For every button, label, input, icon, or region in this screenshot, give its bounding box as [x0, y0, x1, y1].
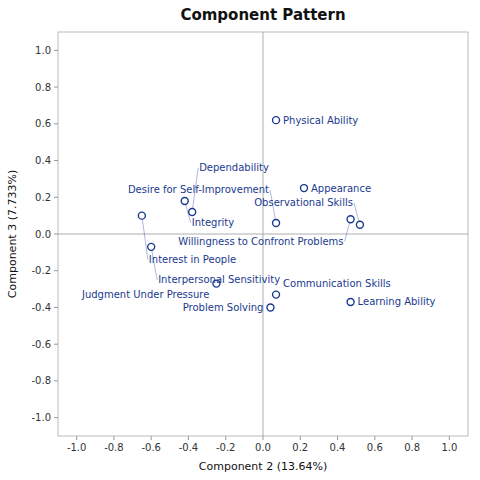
x-tick-label: -0.2 [216, 442, 236, 453]
y-tick-label: 0.6 [35, 118, 51, 129]
y-tick-label: 0.2 [35, 192, 51, 203]
point [138, 212, 145, 219]
x-tick [76, 436, 77, 440]
plot-frame [58, 32, 468, 436]
x-tick [374, 436, 375, 440]
x-tick-label: 0.2 [292, 442, 308, 453]
x-tick-label: 0.8 [404, 442, 420, 453]
x-tick [337, 436, 338, 440]
point-label: Interest in People [149, 254, 236, 265]
y-tick-label: -0.6 [31, 339, 51, 350]
point [189, 208, 196, 215]
point-label: Willingness to Confront Problems [178, 236, 343, 247]
point-label: Appearance [311, 183, 371, 194]
reference-line [263, 32, 264, 436]
x-tick-label: -0.8 [104, 442, 124, 453]
y-tick [54, 344, 58, 345]
point-label: Interpersonal Sensitivity [158, 274, 280, 285]
x-tick-label: 0.0 [255, 442, 271, 453]
point [181, 197, 188, 204]
point-label: Integrity [192, 217, 235, 228]
point-label: Observational Skills [254, 197, 353, 208]
chart: -1.0 -0.8 -0.6 -0.4 -0.2 0.0 0.2 0.4 0.6 0.8 1.0 -1… [0, 0, 480, 480]
y-tick-label: -0.2 [31, 265, 51, 276]
x-tick-label: 1.0 [441, 442, 457, 453]
x-tick [300, 436, 301, 440]
title: Component Pattern [180, 6, 345, 24]
y-tick-label: 1.0 [35, 45, 51, 56]
point-labels: Physical Ability Appearance Willingness to… [81, 115, 436, 313]
point-label: Problem Solving [183, 302, 264, 313]
y-tick [54, 234, 58, 235]
x-tick [113, 436, 114, 440]
y-tick [54, 380, 58, 381]
plot-area [58, 32, 468, 436]
y-tick [54, 270, 58, 271]
y-axis-label: Component 3 (7.733%) [6, 170, 19, 298]
x-axis-label: Component 2 (13.64%) [199, 460, 327, 473]
x-tick-label: -0.4 [179, 442, 199, 453]
y-tick-label: 0.4 [35, 155, 51, 166]
y-tick [54, 160, 58, 161]
point-label: Judgment Under Pressure [81, 289, 209, 300]
x-tick-label: 0.6 [367, 442, 383, 453]
x-tick [263, 436, 264, 440]
point [356, 221, 363, 228]
y-tick [54, 50, 58, 51]
x-tick-label: 0.4 [330, 442, 346, 453]
point-label: Dependability [199, 162, 269, 173]
x-tick [449, 436, 450, 440]
point [148, 243, 155, 250]
y-tick-label: 0.8 [35, 82, 51, 93]
point-label: Desire for Self-Improvement [128, 184, 269, 195]
point [347, 298, 354, 305]
x-tick [188, 436, 189, 440]
y-tick-label: -1.0 [31, 412, 51, 423]
point [273, 219, 280, 226]
x-tick [225, 436, 226, 440]
point-label: Learning Ability [358, 296, 436, 307]
point-label: Physical Ability [283, 115, 358, 126]
y-tick [54, 307, 58, 308]
point [267, 304, 274, 311]
point-label: Communication Skills [283, 278, 391, 289]
y-tick-label: -0.8 [31, 375, 51, 386]
point [273, 117, 280, 124]
y-tick [54, 123, 58, 124]
x-tick-label: -1.0 [67, 442, 87, 453]
point [301, 185, 308, 192]
x-tick [412, 436, 413, 440]
leader-line [142, 216, 148, 260]
point [347, 216, 354, 223]
y-tick [54, 417, 58, 418]
y-tick-label: -0.4 [31, 302, 51, 313]
y-tick-label: 0.0 [35, 229, 51, 240]
point [273, 291, 280, 298]
x-tick-label: -0.6 [141, 442, 161, 453]
x-tick [151, 436, 152, 440]
y-tick [54, 87, 58, 88]
y-tick [54, 197, 58, 198]
